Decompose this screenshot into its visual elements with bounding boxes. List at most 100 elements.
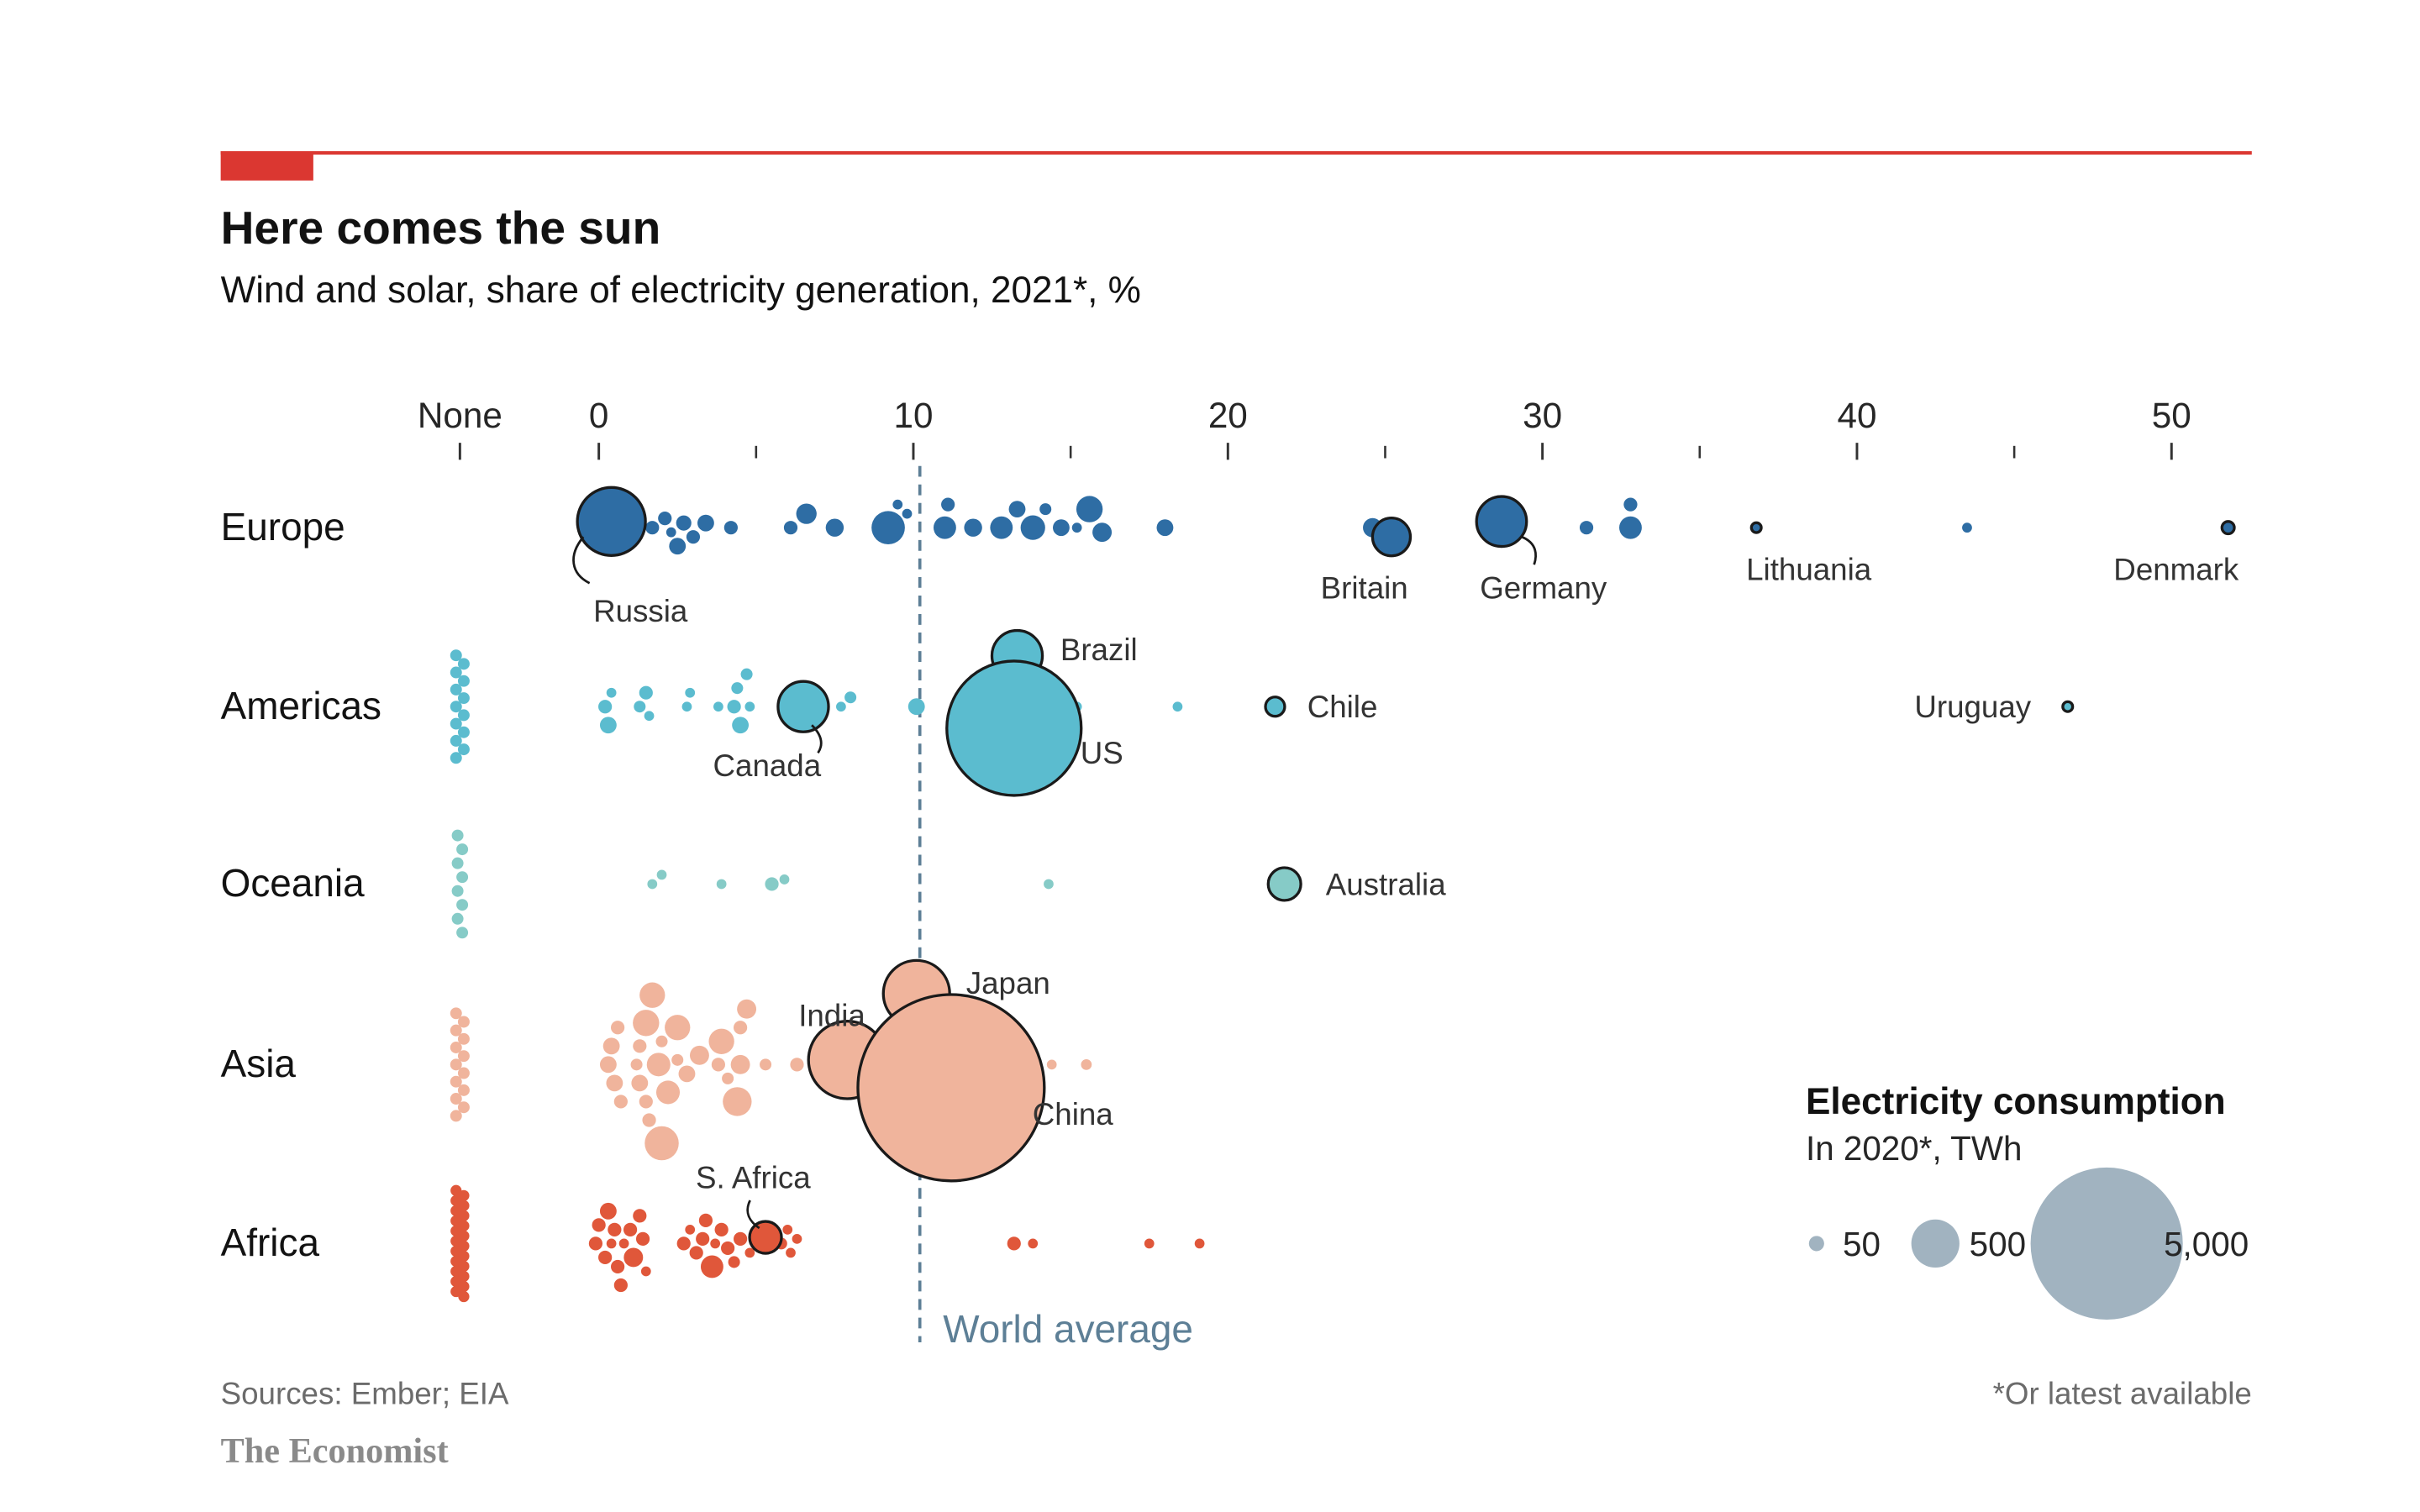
brand-logo: The Economist [221, 1431, 449, 1471]
country-label-lithuania: Lithuania [1746, 553, 1872, 587]
country-label-britain: Britain [1321, 571, 1408, 606]
bubble-europe [1020, 515, 1045, 540]
bubble-africa [786, 1247, 796, 1258]
bubble-none-oceania [456, 843, 469, 856]
region-labels: Europe Americas Oceania Asia Africa [221, 505, 381, 1264]
bubble-none-americas [450, 734, 462, 747]
bubble-africa [633, 1209, 647, 1223]
leader-line-russia [572, 536, 591, 585]
bubble-us [945, 659, 1083, 797]
bubble-africa [696, 1231, 710, 1246]
bubble-africa [792, 1234, 802, 1244]
bubble-americas [740, 668, 753, 680]
bubble-americas [744, 701, 755, 712]
bubble-asia [633, 1010, 660, 1037]
size-legend: 50 500 5,000 [1808, 1167, 2249, 1320]
bubble-europe [1039, 503, 1052, 516]
bubble-russia [576, 486, 647, 557]
bubble-none-oceania [451, 885, 464, 897]
bubble-asia [655, 1035, 668, 1047]
legend-label-50: 50 [1843, 1225, 1881, 1263]
bubble-americas [685, 687, 696, 698]
bubble-oceania [716, 879, 727, 890]
bubble-africa [676, 1236, 691, 1251]
bubble-chile [1264, 696, 1286, 718]
bubble-europe [658, 512, 672, 526]
bubble-none-asia [450, 1042, 462, 1053]
bubble-africa [714, 1222, 729, 1236]
bubble-africa [734, 1231, 748, 1246]
bubble-africa [710, 1238, 721, 1249]
bubble-europe [1052, 519, 1070, 537]
bubble-europe [1623, 497, 1638, 512]
bubble-asia [1081, 1058, 1092, 1070]
country-label-germany: Germany [1480, 571, 1607, 606]
bubble-americas [598, 700, 613, 714]
bubble-lithuania [1749, 521, 1763, 534]
region-label-americas: Americas [221, 684, 381, 727]
bubble-africa [598, 1250, 613, 1265]
bubble-none-asia [450, 1110, 462, 1122]
header-accent-block [220, 151, 313, 181]
legend-label-5000: 5,000 [2164, 1225, 2249, 1263]
bubble-africa [685, 1225, 696, 1235]
bubble-asia [631, 1074, 649, 1092]
bubble-africa [744, 1247, 755, 1258]
bubble-africa [623, 1247, 644, 1268]
bubble-americas [644, 711, 655, 722]
bubble-africa [618, 1238, 629, 1249]
bubble-europe [676, 515, 692, 531]
x-tick-label: 40 [1837, 396, 1876, 435]
bubble-americas [731, 682, 744, 695]
bubble-oceania [656, 869, 667, 880]
bubble-americas [681, 701, 692, 712]
bubble-none-americas [457, 726, 470, 738]
x-tick-label: 30 [1523, 396, 1562, 435]
bubble-americas [908, 698, 925, 716]
bubble-none-asia [450, 1093, 462, 1105]
bubble-none-americas [457, 692, 470, 705]
x-tick-label: 0 [589, 396, 609, 435]
bubble-africa [635, 1231, 650, 1246]
named-countries: Russia Britain Germany Lithuania Denmark Cana… [572, 486, 2239, 1255]
bubble-americas [732, 717, 750, 734]
country-label-russia: Russia [593, 594, 688, 628]
bubble-africa [613, 1278, 628, 1293]
bubble-s-africa [748, 1220, 783, 1255]
bubble-none-americas [450, 666, 462, 679]
bubble-europe [902, 508, 913, 519]
bubble-britain [1370, 516, 1413, 558]
bubble-europe [669, 538, 687, 555]
bubble-none-africa [458, 1290, 470, 1303]
bubble-europe [1092, 522, 1113, 543]
bubble-none-oceania [451, 829, 464, 842]
bubble-africa [1007, 1236, 1021, 1251]
legend-bubble-500 [1911, 1219, 1960, 1268]
bubble-europe [964, 518, 982, 537]
legend-label-500: 500 [1970, 1225, 2026, 1263]
bubble-asia [665, 1015, 691, 1041]
region-label-europe: Europe [221, 505, 345, 549]
bubble-europe [1156, 519, 1174, 537]
bubble-asia [630, 1058, 643, 1071]
bubble-asia [790, 1058, 804, 1072]
bubble-africa [640, 1266, 651, 1277]
bubble-asia [737, 999, 757, 1019]
bubble-none-asia [450, 1058, 462, 1071]
bubble-europe [941, 497, 955, 512]
bubble-none-americas [457, 709, 470, 722]
bubble-asia [708, 1028, 734, 1054]
bubble-europe [871, 511, 905, 545]
bubble-europe [1008, 501, 1026, 518]
bubble-uruguay [2061, 700, 2075, 713]
bubble-africa [721, 1241, 735, 1256]
bubble-africa [1144, 1238, 1155, 1249]
bubble-americas [713, 701, 723, 712]
x-tick-label: 20 [1208, 396, 1248, 435]
bubble-none-americas [457, 658, 470, 670]
bubble-europe [783, 521, 798, 535]
bubble-asia [644, 1126, 679, 1161]
bubble-asia [613, 1095, 628, 1109]
bubble-africa [782, 1225, 793, 1235]
